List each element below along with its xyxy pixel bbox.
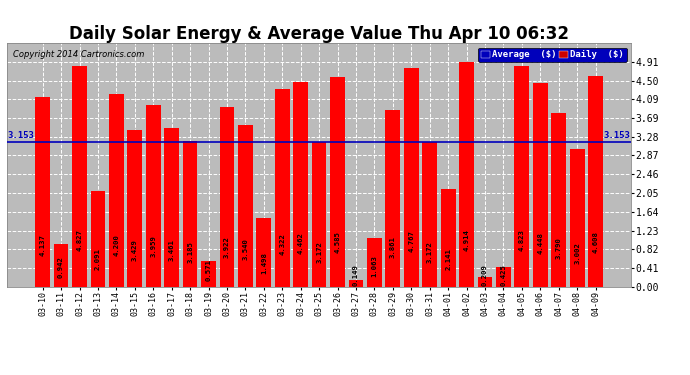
Legend: Average  ($), Daily  ($): Average ($), Daily ($) xyxy=(478,48,627,62)
Text: 0.149: 0.149 xyxy=(353,264,359,286)
Bar xyxy=(238,124,253,287)
Bar xyxy=(588,76,603,287)
Text: 3.172: 3.172 xyxy=(316,241,322,263)
Text: 2.141: 2.141 xyxy=(445,248,451,270)
Bar xyxy=(331,77,345,287)
Bar xyxy=(404,69,419,287)
Bar xyxy=(551,113,566,287)
Bar xyxy=(128,130,142,287)
Text: Copyright 2014 Cartronics.com: Copyright 2014 Cartronics.com xyxy=(13,51,144,59)
Text: 1.063: 1.063 xyxy=(371,255,377,277)
Bar xyxy=(496,267,511,287)
Bar xyxy=(201,261,216,287)
Text: 4.585: 4.585 xyxy=(335,231,341,253)
Bar xyxy=(275,89,290,287)
Text: 3.790: 3.790 xyxy=(555,237,562,258)
Text: 3.429: 3.429 xyxy=(132,239,138,261)
Bar xyxy=(348,280,364,287)
Text: 4.608: 4.608 xyxy=(593,231,599,253)
Text: 0.425: 0.425 xyxy=(500,264,506,286)
Text: 3.153: 3.153 xyxy=(604,131,631,140)
Text: 3.959: 3.959 xyxy=(150,236,156,257)
Bar xyxy=(386,110,400,287)
Text: 4.914: 4.914 xyxy=(464,229,470,251)
Text: 3.540: 3.540 xyxy=(242,238,248,260)
Text: 4.827: 4.827 xyxy=(77,230,83,251)
Bar xyxy=(533,83,548,287)
Text: 0.209: 0.209 xyxy=(482,264,488,286)
Text: 1.498: 1.498 xyxy=(261,252,267,274)
Text: 3.172: 3.172 xyxy=(426,241,433,263)
Bar xyxy=(570,149,584,287)
Bar xyxy=(183,141,197,287)
Bar xyxy=(441,189,455,287)
Text: 4.767: 4.767 xyxy=(408,230,414,252)
Bar xyxy=(477,277,493,287)
Text: 3.922: 3.922 xyxy=(224,236,230,258)
Title: Daily Solar Energy & Average Value Thu Apr 10 06:32: Daily Solar Energy & Average Value Thu A… xyxy=(69,25,569,43)
Bar xyxy=(367,238,382,287)
Text: 0.942: 0.942 xyxy=(58,256,64,278)
Text: 4.462: 4.462 xyxy=(297,232,304,254)
Text: 3.185: 3.185 xyxy=(187,241,193,263)
Text: 4.448: 4.448 xyxy=(538,232,543,254)
Text: 3.861: 3.861 xyxy=(390,236,396,258)
Text: 3.002: 3.002 xyxy=(574,242,580,264)
Text: 3.153: 3.153 xyxy=(8,131,34,140)
Text: 4.823: 4.823 xyxy=(519,230,525,251)
Bar xyxy=(515,66,529,287)
Text: 4.322: 4.322 xyxy=(279,233,285,255)
Text: 2.091: 2.091 xyxy=(95,248,101,270)
Bar xyxy=(219,107,235,287)
Bar xyxy=(460,62,474,287)
Text: 4.200: 4.200 xyxy=(113,234,119,256)
Text: 3.461: 3.461 xyxy=(168,239,175,261)
Bar xyxy=(422,141,437,287)
Bar xyxy=(72,66,87,287)
Text: 0.571: 0.571 xyxy=(206,259,212,280)
Bar xyxy=(90,191,106,287)
Bar xyxy=(109,94,124,287)
Bar xyxy=(54,244,68,287)
Bar xyxy=(257,218,271,287)
Bar xyxy=(35,98,50,287)
Bar xyxy=(164,128,179,287)
Bar xyxy=(312,141,326,287)
Bar xyxy=(146,105,161,287)
Text: 4.137: 4.137 xyxy=(39,234,46,256)
Bar xyxy=(293,82,308,287)
